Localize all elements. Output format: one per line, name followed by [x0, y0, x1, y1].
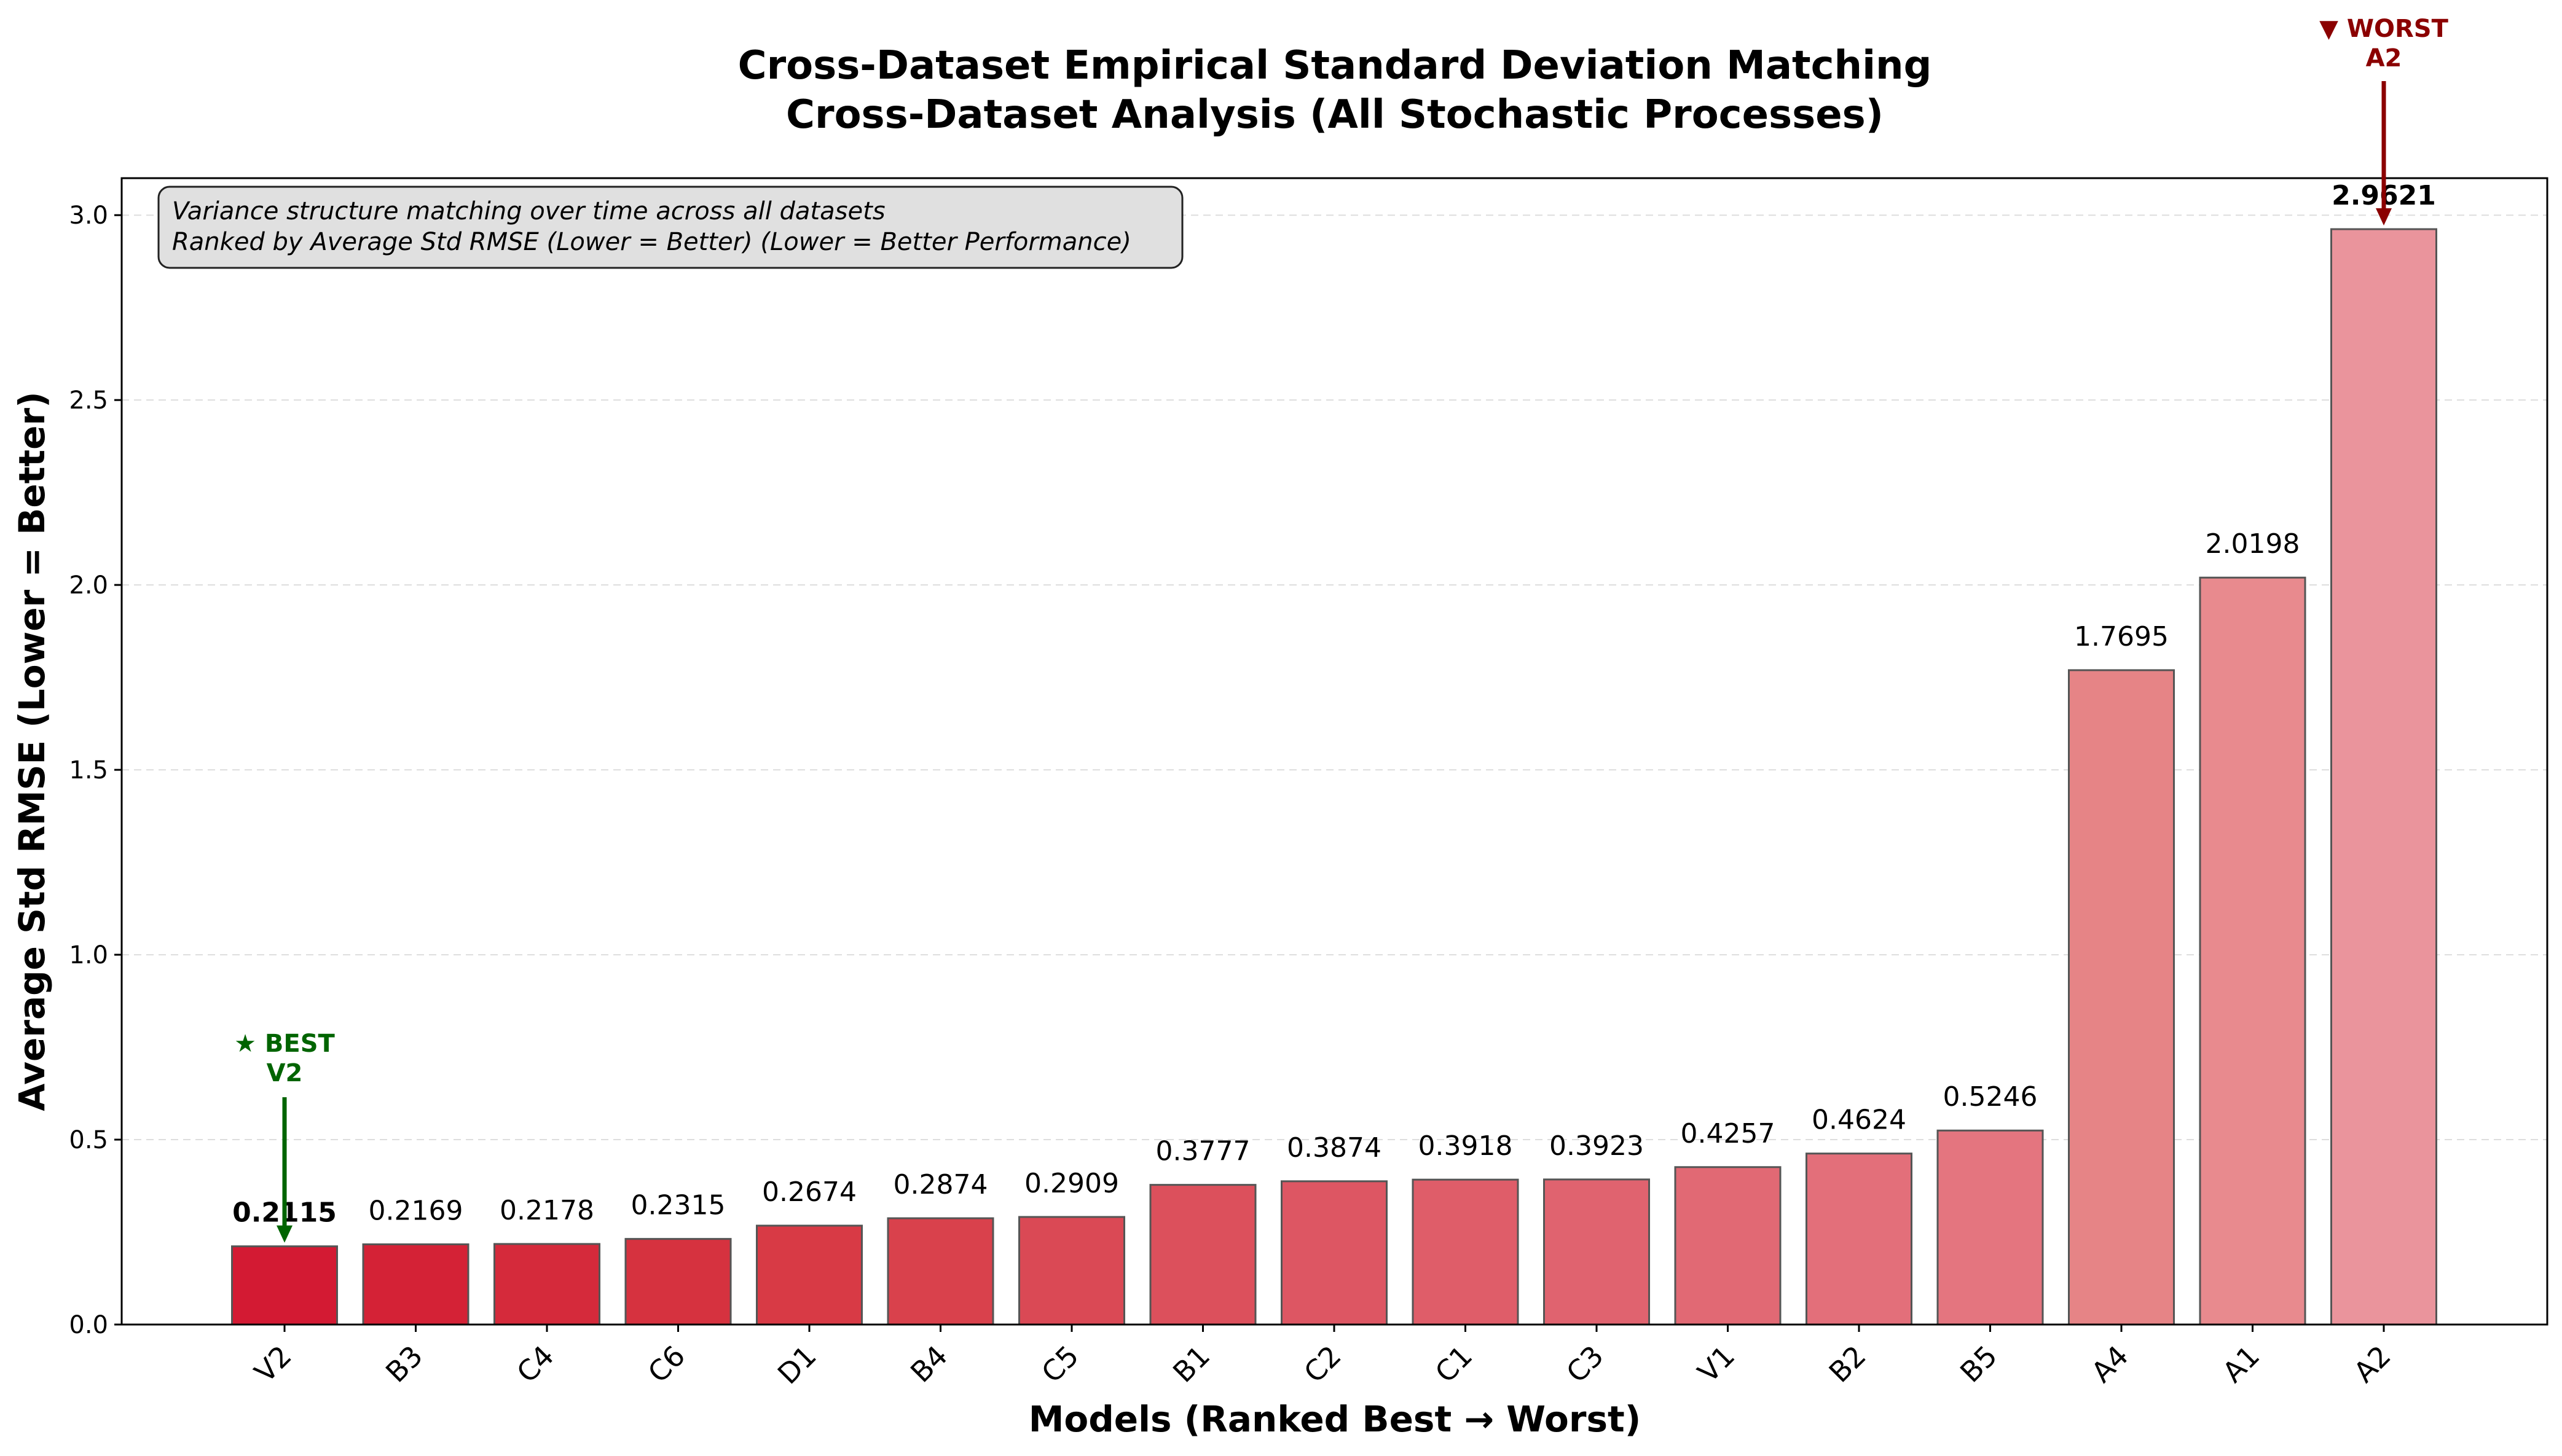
- chart-title: Cross-Dataset Empirical Standard Deviati…: [738, 43, 1932, 88]
- x-tick-label: C1: [1429, 1339, 1479, 1390]
- value-label: 0.2315: [631, 1190, 726, 1221]
- value-label: 0.3874: [1287, 1132, 1381, 1164]
- bar-C4: [493, 1243, 600, 1325]
- x-tick-label: A2: [2348, 1339, 2397, 1389]
- value-label: 0.2674: [762, 1176, 857, 1208]
- bar-C6: [624, 1238, 732, 1325]
- y-tick-label: 0.0: [69, 1311, 108, 1339]
- bar-C5: [1018, 1216, 1125, 1325]
- bar-V1: [1674, 1166, 1782, 1325]
- y-tick-label: 2.0: [69, 571, 108, 600]
- info-box-line-1: Variance structure matching over time ac…: [172, 197, 886, 225]
- info-box: Variance structure matching over time ac…: [157, 186, 1184, 269]
- x-tick-label: C3: [1560, 1339, 1610, 1390]
- bar-B5: [1936, 1129, 2044, 1325]
- x-tick-label: B2: [1823, 1339, 1872, 1389]
- value-label: 1.7695: [2074, 621, 2169, 652]
- bar-B2: [1806, 1153, 1912, 1325]
- bar-B3: [362, 1243, 470, 1325]
- worst-annotation-arrowhead: [2376, 208, 2392, 226]
- y-axis-label: Average Std RMSE (Lower = Better): [11, 391, 53, 1111]
- x-tick-label: B3: [379, 1339, 429, 1389]
- value-label: 0.4624: [1812, 1105, 1906, 1136]
- bar-A4: [2068, 669, 2175, 1325]
- info-box-line-2: Ranked by Average Std RMSE (Lower = Bett…: [172, 228, 1131, 256]
- value-labels: 0.21150.21690.21780.23150.26740.28740.29…: [232, 180, 2436, 1229]
- bar-B1: [1149, 1184, 1257, 1325]
- bar-V2: [231, 1245, 338, 1325]
- worst-annotation-model: A2: [2366, 44, 2402, 72]
- x-tick-label: B4: [904, 1339, 954, 1389]
- value-label: 0.3923: [1549, 1130, 1644, 1162]
- worst-annotation-label: ▼ WORST: [2319, 15, 2448, 43]
- best-annotation-model: V2: [267, 1059, 303, 1087]
- x-tick-label: A4: [2085, 1339, 2135, 1389]
- x-tick-label: A1: [2216, 1339, 2266, 1389]
- x-axis-label: Models (Ranked Best → Worst): [1029, 1398, 1641, 1440]
- value-label: 0.2169: [369, 1195, 463, 1226]
- bar-D1: [756, 1224, 863, 1325]
- x-tick-label: V2: [248, 1339, 298, 1389]
- x-tick-label: C4: [510, 1339, 560, 1390]
- x-tick-label: B5: [1954, 1339, 2003, 1389]
- x-tick-label: V1: [1691, 1339, 1741, 1389]
- y-gridlines: [122, 214, 2547, 1141]
- bar-A2: [2330, 228, 2437, 1325]
- y-tick-label: 1.0: [69, 941, 108, 969]
- info-box-background: [157, 186, 1184, 269]
- x-tick-label: C6: [642, 1339, 692, 1390]
- value-label: 0.2178: [500, 1195, 594, 1226]
- best-annotation-label: ★ BEST: [234, 1030, 335, 1058]
- bar-A1: [2199, 576, 2306, 1325]
- value-label: 0.5246: [1943, 1081, 2038, 1113]
- x-axis: V2 B3 C4 C6 D1 B4 C5 B1 C2 C1 C3 V1 B2 B5 A4 A1 A2: [248, 1325, 2397, 1391]
- bar-C1: [1412, 1178, 1519, 1325]
- y-tick-label: 1.5: [69, 756, 108, 785]
- bars: [231, 228, 2437, 1325]
- bar-C2: [1281, 1180, 1388, 1325]
- value-label: 0.2874: [894, 1169, 988, 1200]
- x-tick-label: C2: [1297, 1339, 1348, 1390]
- best-annotation-arrowhead: [277, 1225, 293, 1243]
- y-axis: 0.0 0.5 1.0 1.5 2.0 2.5 3.0: [69, 202, 122, 1339]
- bar-B4: [887, 1217, 994, 1325]
- bar-C3: [1543, 1178, 1650, 1325]
- value-label: 0.3777: [1156, 1136, 1251, 1167]
- value-label: 0.4257: [1681, 1118, 1775, 1149]
- x-tick-label: B1: [1166, 1339, 1216, 1389]
- chart-subtitle: Cross-Dataset Analysis (All Stochastic P…: [786, 92, 1884, 138]
- value-label: 2.0198: [2206, 528, 2300, 560]
- value-label: 0.2909: [1024, 1168, 1119, 1199]
- y-tick-label: 0.5: [69, 1126, 108, 1154]
- y-tick-label: 3.0: [69, 202, 108, 230]
- x-tick-label: C5: [1035, 1339, 1085, 1390]
- x-tick-label: D1: [771, 1339, 823, 1391]
- value-label: 0.3918: [1418, 1130, 1513, 1162]
- y-tick-label: 2.5: [69, 386, 108, 415]
